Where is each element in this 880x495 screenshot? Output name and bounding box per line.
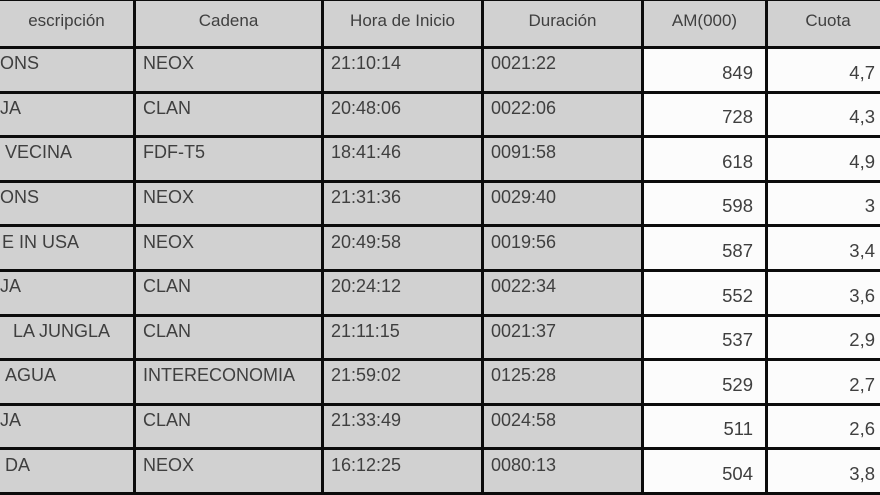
header-cuota[interactable]: Cuota bbox=[768, 1, 880, 46]
header-am000[interactable]: AM(000) bbox=[644, 1, 765, 46]
header-row: escripción Cadena Hora de Inicio Duració… bbox=[0, 1, 880, 46]
cell-cadena[interactable]: FDF-T5 bbox=[136, 138, 321, 180]
cell-am000[interactable]: 598 bbox=[644, 182, 765, 225]
cell-hora-inicio[interactable]: 16:12:25 bbox=[324, 450, 481, 492]
cell-cuota[interactable]: 4,9 bbox=[768, 138, 880, 180]
cell-descripcion[interactable]: AGUA bbox=[0, 361, 133, 403]
cell-hora-inicio[interactable]: 18:41:46 bbox=[324, 138, 481, 180]
cell-descripcion[interactable]: VECINA bbox=[0, 138, 133, 180]
cell-am000[interactable]: 587 bbox=[644, 227, 765, 269]
cell-descripcion[interactable]: ONS bbox=[0, 182, 133, 225]
cell-cadena[interactable]: CLAN bbox=[136, 405, 321, 448]
table-row: DA NEOX 16:12:25 0080:13 504 3,8 bbox=[0, 450, 880, 492]
cell-cuota[interactable]: 2,6 bbox=[768, 405, 880, 448]
cell-cadena[interactable]: NEOX bbox=[136, 182, 321, 225]
table-row: JA CLAN 20:24:12 0022:34 552 3,6 bbox=[0, 271, 880, 314]
cell-duracion[interactable]: 0021:22 bbox=[484, 49, 641, 91]
cell-duracion[interactable]: 0029:40 bbox=[484, 182, 641, 225]
cell-cuota[interactable]: 3,4 bbox=[768, 227, 880, 269]
cell-duracion[interactable]: 0125:28 bbox=[484, 361, 641, 403]
cell-cadena[interactable]: NEOX bbox=[136, 227, 321, 269]
cell-duracion[interactable]: 0024:58 bbox=[484, 405, 641, 448]
cell-hora-inicio[interactable]: 20:24:12 bbox=[324, 271, 481, 314]
cell-descripcion[interactable]: LA JUNGLA bbox=[0, 316, 133, 359]
cell-am000[interactable]: 511 bbox=[644, 405, 765, 448]
cell-descripcion[interactable]: DA bbox=[0, 450, 133, 492]
cell-hora-inicio[interactable]: 21:33:49 bbox=[324, 405, 481, 448]
cell-hora-inicio[interactable]: 20:49:58 bbox=[324, 227, 481, 269]
cell-am000[interactable]: 504 bbox=[644, 450, 765, 492]
cell-hora-inicio[interactable]: 21:11:15 bbox=[324, 316, 481, 359]
cell-cadena[interactable]: NEOX bbox=[136, 450, 321, 492]
cell-descripcion[interactable]: E IN USA bbox=[0, 227, 133, 269]
cell-am000[interactable]: 849 bbox=[644, 49, 765, 91]
cell-duracion[interactable]: 0021:37 bbox=[484, 316, 641, 359]
table-row: JA CLAN 20:48:06 0022:06 728 4,3 bbox=[0, 93, 880, 136]
header-cadena[interactable]: Cadena bbox=[136, 1, 321, 46]
cell-cuota[interactable]: 3 bbox=[768, 182, 880, 225]
cell-hora-inicio[interactable]: 21:59:02 bbox=[324, 361, 481, 403]
cell-cadena[interactable]: CLAN bbox=[136, 93, 321, 136]
cell-hora-inicio[interactable]: 21:10:14 bbox=[324, 49, 481, 91]
cell-cuota[interactable]: 2,7 bbox=[768, 361, 880, 403]
cell-cuota[interactable]: 3,8 bbox=[768, 450, 880, 492]
table-row: AGUA INTERECONOMIA 21:59:02 0125:28 529 2,7 bbox=[0, 361, 880, 403]
cell-cuota[interactable]: 4,3 bbox=[768, 93, 880, 136]
cell-duracion[interactable]: 0019:56 bbox=[484, 227, 641, 269]
cell-cadena[interactable]: INTERECONOMIA bbox=[136, 361, 321, 403]
cell-am000[interactable]: 618 bbox=[644, 138, 765, 180]
cell-am000[interactable]: 537 bbox=[644, 316, 765, 359]
cell-hora-inicio[interactable]: 21:31:36 bbox=[324, 182, 481, 225]
cell-cadena[interactable]: CLAN bbox=[136, 271, 321, 314]
table-row: E IN USA NEOX 20:49:58 0019:56 587 3,4 bbox=[0, 227, 880, 269]
cell-cuota[interactable]: 2,9 bbox=[768, 316, 880, 359]
cell-cadena[interactable]: CLAN bbox=[136, 316, 321, 359]
cell-cadena[interactable]: NEOX bbox=[136, 49, 321, 91]
cell-cuota[interactable]: 3,6 bbox=[768, 271, 880, 314]
cell-duracion[interactable]: 0022:34 bbox=[484, 271, 641, 314]
table-row: ONS NEOX 21:31:36 0029:40 598 3 bbox=[0, 182, 880, 225]
cell-duracion[interactable]: 0091:58 bbox=[484, 138, 641, 180]
cell-cuota[interactable]: 4,7 bbox=[768, 49, 880, 91]
header-hora-de-inicio[interactable]: Hora de Inicio bbox=[324, 1, 481, 46]
table-row: ONS NEOX 21:10:14 0021:22 849 4,7 bbox=[0, 49, 880, 91]
cell-am000[interactable]: 728 bbox=[644, 93, 765, 136]
table-row: LA JUNGLA CLAN 21:11:15 0021:37 537 2,9 bbox=[0, 316, 880, 359]
cell-descripcion[interactable]: JA bbox=[0, 93, 133, 136]
cell-descripcion[interactable]: ONS bbox=[0, 49, 133, 91]
header-duracion[interactable]: Duración bbox=[484, 1, 641, 46]
cell-descripcion[interactable]: JA bbox=[0, 271, 133, 314]
cell-duracion[interactable]: 0022:06 bbox=[484, 93, 641, 136]
table-row: JA CLAN 21:33:49 0024:58 511 2,6 bbox=[0, 405, 880, 448]
table-row: VECINA FDF-T5 18:41:46 0091:58 618 4,9 bbox=[0, 138, 880, 180]
cell-am000[interactable]: 529 bbox=[644, 361, 765, 403]
cell-descripcion[interactable]: JA bbox=[0, 405, 133, 448]
cell-duracion[interactable]: 0080:13 bbox=[484, 450, 641, 492]
cell-am000[interactable]: 552 bbox=[644, 271, 765, 314]
cell-hora-inicio[interactable]: 20:48:06 bbox=[324, 93, 481, 136]
header-descripcion[interactable]: escripción bbox=[0, 1, 133, 46]
